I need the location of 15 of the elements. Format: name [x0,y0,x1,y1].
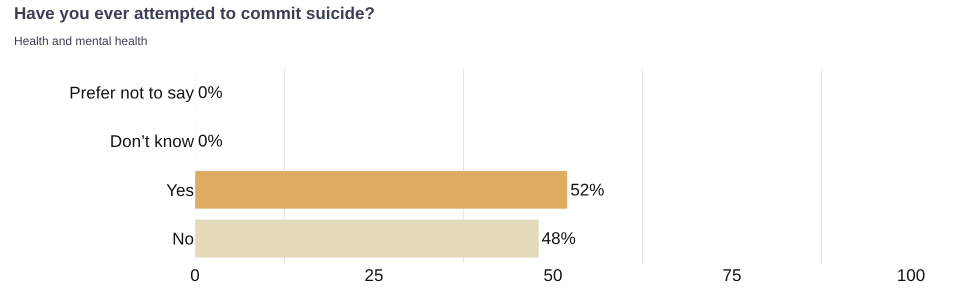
data-label: 0% [198,82,223,102]
data-label: 48% [542,229,576,248]
x-tick-label: 75 [722,266,742,285]
data-label: 52% [570,180,604,200]
x-tick-label: 0 [190,266,200,285]
data-label: 0% [198,132,223,151]
y-tick-label: No [172,230,194,249]
text: Health and mental health [14,34,148,48]
y-tick-label: Don’t know [110,132,195,152]
y-tick-label: Prefer not to say [69,83,194,102]
chart-title: Have you ever attempted to commit suicide? [14,4,375,23]
x-tick-label: 25 [364,266,384,285]
x-tick-label: 100 [896,266,926,285]
x-tick-label: 50 [544,266,562,285]
y-tick-label: Yes [166,180,194,200]
